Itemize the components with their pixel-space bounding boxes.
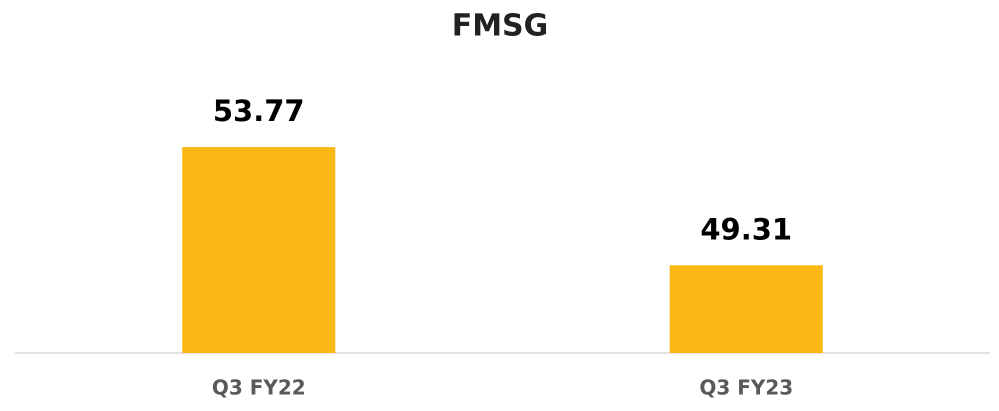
x-tick-label: Q3 FY22: [212, 376, 306, 400]
data-label: 49.31: [700, 212, 792, 246]
chart-title: FMSG: [452, 9, 549, 44]
bar: [182, 147, 336, 353]
x-tick-label: Q3 FY23: [699, 376, 793, 400]
bar: [669, 265, 823, 353]
data-label: 53.77: [213, 94, 305, 128]
